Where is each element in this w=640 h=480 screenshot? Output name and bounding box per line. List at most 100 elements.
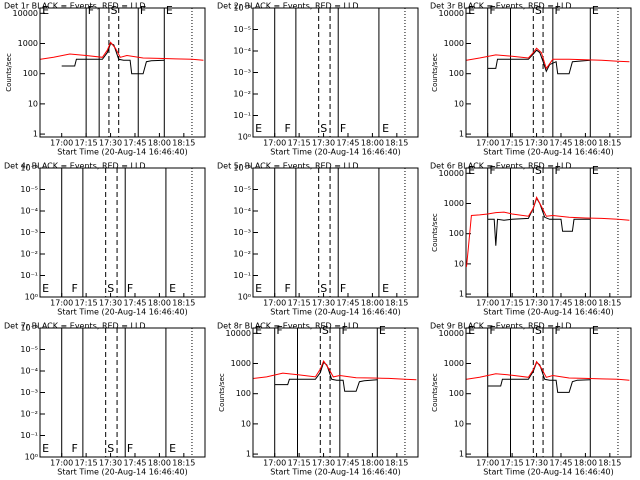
y-tick-label: 10000 <box>13 9 38 18</box>
y-tick-label: 100 <box>449 229 464 238</box>
y-tick-label: 100 <box>23 69 38 78</box>
y-tick-label: 10⁻⁴ <box>233 47 251 56</box>
y-tick-label: 100 <box>236 389 251 398</box>
y-tick-label: 10⁻⁵ <box>20 345 38 354</box>
interval-label: E <box>42 4 49 17</box>
x-tick-label: 17:15 <box>288 459 311 468</box>
interval-label: E <box>468 4 475 17</box>
x-tick-label: 17:15 <box>288 139 311 148</box>
interval-label: S <box>535 324 542 337</box>
x-tick-label: 18:00 <box>148 139 171 148</box>
x-tick-label: 17:30 <box>312 139 335 148</box>
plot-frame <box>465 327 632 458</box>
x-tick-label: 17:45 <box>336 459 359 468</box>
y-axis-label: Counts/sec <box>5 53 13 92</box>
x-tick-label: 17:45 <box>336 299 359 308</box>
data-line <box>487 49 591 75</box>
x-tick-label: 17:00 <box>263 299 286 308</box>
x-tick-label: 17:15 <box>288 299 311 308</box>
y-tick-label: 10 <box>454 99 464 108</box>
y-tick-label: 100 <box>449 389 464 398</box>
interval-label: E <box>379 324 386 337</box>
interval-label: F <box>140 4 146 17</box>
x-axis-label: Start Time (20-Aug-14 16:46:40) <box>57 308 188 317</box>
interval-label: S <box>535 4 542 17</box>
y-tick-label: 1000 <box>444 199 464 208</box>
plot-frame <box>465 167 632 298</box>
interval-label: E <box>468 324 475 337</box>
interval-label: F <box>71 282 77 295</box>
x-tick-label: 17:30 <box>99 459 122 468</box>
interval-label: E <box>255 282 262 295</box>
plot-frame <box>465 7 632 138</box>
x-tick-label: 18:00 <box>574 299 597 308</box>
interval-label: S <box>320 282 327 295</box>
x-tick-label: 18:00 <box>148 299 171 308</box>
y-tick-label: 10⁻³ <box>233 228 251 237</box>
panel-title: Det 1r BLACK = Events, RED = LLD <box>4 2 146 11</box>
interval-label: E <box>592 324 599 337</box>
x-tick-label: 17:30 <box>525 299 548 308</box>
y-tick-label: 10000 <box>226 329 251 338</box>
y-tick-label: 10⁻¹ <box>233 271 251 280</box>
x-tick-label: 18:15 <box>172 299 195 308</box>
x-tick-label: 17:30 <box>99 299 122 308</box>
x-tick-label: 17:15 <box>501 139 524 148</box>
interval-label: F <box>71 442 77 455</box>
plot-frame <box>39 167 206 298</box>
interval-label: E <box>166 4 173 17</box>
y-tick-label: 10⁻³ <box>20 388 38 397</box>
y-tick-label: 10⁻³ <box>233 68 251 77</box>
y-axis-label: Counts/sec <box>431 53 439 92</box>
y-tick-label: 1 <box>246 450 251 459</box>
x-tick-label: 17:00 <box>476 139 499 148</box>
x-tick-label: 17:30 <box>312 459 335 468</box>
x-tick-label: 17:15 <box>501 299 524 308</box>
interval-label: E <box>255 122 262 135</box>
y-tick-label: 10⁻² <box>233 90 251 99</box>
interval-label: E <box>468 164 475 177</box>
y-tick-label: 10 <box>454 419 464 428</box>
interval-label: E <box>42 282 49 295</box>
interval-label: E <box>382 282 389 295</box>
panel-title: Det 3r BLACK = Events, RED = LLD <box>430 2 572 11</box>
panel-title: Det 2r BLACK = Events, RED = LLD <box>217 2 359 11</box>
interval-label: E <box>592 4 599 17</box>
x-tick-label: 17:00 <box>263 459 286 468</box>
y-tick-label: 10⁻⁵ <box>233 185 251 194</box>
interval-label: S <box>535 164 542 177</box>
interval-label: E <box>382 122 389 135</box>
plot-frame <box>39 327 206 458</box>
y-tick-label: 1000 <box>444 359 464 368</box>
y-tick-label: 10 <box>454 259 464 268</box>
y-tick-label: 10⁻² <box>20 250 38 259</box>
x-tick-label: 18:15 <box>385 299 408 308</box>
x-tick-label: 18:15 <box>598 459 621 468</box>
data-line <box>40 41 204 61</box>
x-tick-label: 18:00 <box>361 459 384 468</box>
x-tick-label: 17:30 <box>525 139 548 148</box>
interval-label: F <box>341 324 347 337</box>
y-tick-label: 10⁻⁶ <box>20 164 38 173</box>
x-tick-label: 17:30 <box>312 299 335 308</box>
x-tick-label: 17:15 <box>75 299 98 308</box>
x-tick-label: 18:15 <box>598 139 621 148</box>
data-line <box>466 360 630 381</box>
plot-frame <box>252 327 419 458</box>
y-tick-label: 10⁻⁶ <box>20 324 38 333</box>
y-tick-label: 10⁻² <box>20 410 38 419</box>
interval-label: F <box>554 4 560 17</box>
interval-label: S <box>322 324 329 337</box>
data-line <box>274 361 378 392</box>
x-tick-label: 17:00 <box>263 139 286 148</box>
interval-label: E <box>169 282 176 295</box>
x-axis-label: Start Time (20-Aug-14 16:46:40) <box>57 148 188 157</box>
interval-label: F <box>340 282 346 295</box>
y-tick-label: 10⁰ <box>238 133 251 142</box>
data-line <box>253 360 417 381</box>
interval-label: S <box>320 122 327 135</box>
y-tick-label: 1 <box>33 130 38 139</box>
x-tick-label: 17:30 <box>99 139 122 148</box>
x-tick-label: 17:45 <box>123 459 146 468</box>
interval-label: S <box>111 4 118 17</box>
